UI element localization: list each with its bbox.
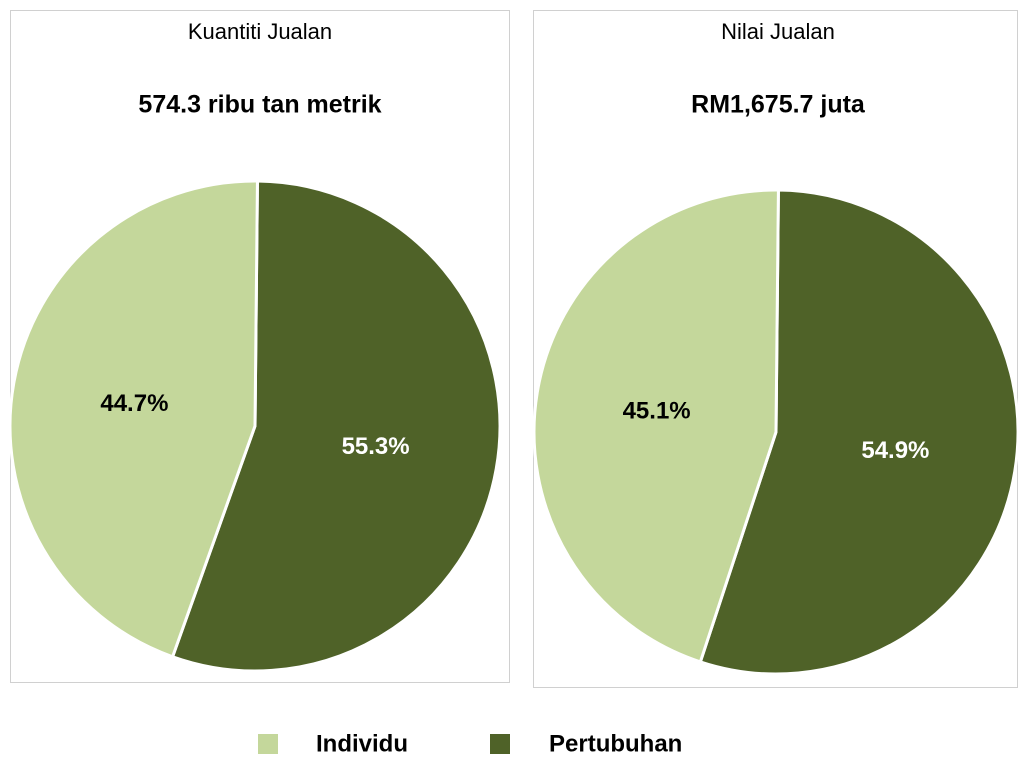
legend-swatch	[490, 734, 510, 754]
legend-label: Individu	[316, 730, 408, 757]
chart-title: Nilai Jualan	[721, 19, 835, 44]
pie-slice	[532, 188, 780, 664]
data-label: 54.9%	[861, 437, 929, 464]
pie-slice	[170, 179, 502, 673]
chart-subtitle: RM1,675.7 juta	[691, 91, 866, 119]
data-label: 45.1%	[623, 398, 691, 425]
data-label: 44.7%	[100, 390, 168, 417]
chart-title: Kuantiti Jualan	[188, 19, 332, 44]
pie-slice	[8, 179, 259, 659]
chart-subtitle: 574.3 ribu tan metrik	[138, 91, 381, 119]
legend-swatch	[258, 734, 278, 754]
data-label: 55.3%	[342, 433, 410, 460]
legend-label: Pertubuhan	[549, 730, 682, 757]
pie-slice	[698, 188, 1019, 676]
